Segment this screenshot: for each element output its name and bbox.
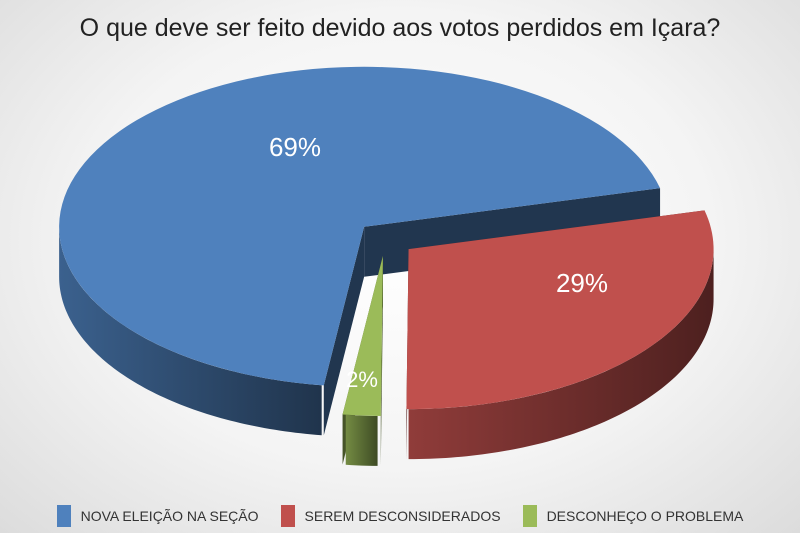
- chart-title: O que deve ser feito devido aos votos pe…: [79, 14, 721, 42]
- legend-swatch: [56, 505, 71, 527]
- slice-side-nova-elei-o-na-se-o: [59, 226, 322, 436]
- legend-label: NOVA ELEIÇÃO NA SEÇÃO: [80, 508, 259, 524]
- slice-cut-face-nova-elei-o-na-se-o: [323, 226, 365, 436]
- legend-swatch: [522, 505, 537, 527]
- slice-top-serem-desconsiderados: [406, 210, 714, 410]
- slice-side-desconhe-o-o-problema: [345, 414, 378, 466]
- legend-item-desconheco: DESCONHEÇO O PROBLEMA: [522, 505, 744, 527]
- legend-label: SEREM DESCONSIDERADOS: [304, 508, 501, 524]
- legend-swatch: [280, 505, 295, 527]
- slice-top-desconhe-o-o-problema: [342, 255, 383, 416]
- legend-item-nova-eleicao: NOVA ELEIÇÃO NA SEÇÃO: [56, 505, 259, 527]
- legend-label: DESCONHEÇO O PROBLEMA: [546, 508, 744, 524]
- legend-item-serem-desconsiderados: SEREM DESCONSIDERADOS: [280, 505, 501, 527]
- slice-cut-face-desconhe-o-o-problema: [380, 255, 383, 466]
- legend: NOVA ELEIÇÃO NA SEÇÃO SEREM DESCONSIDERA…: [0, 505, 800, 527]
- data-label: 29%: [556, 268, 608, 298]
- slice-top-nova-elei-o-na-se-o: [59, 66, 661, 386]
- data-label: 2%: [346, 367, 378, 392]
- data-label: 69%: [269, 132, 321, 162]
- slice-side-serem-desconsiderados: [408, 249, 714, 460]
